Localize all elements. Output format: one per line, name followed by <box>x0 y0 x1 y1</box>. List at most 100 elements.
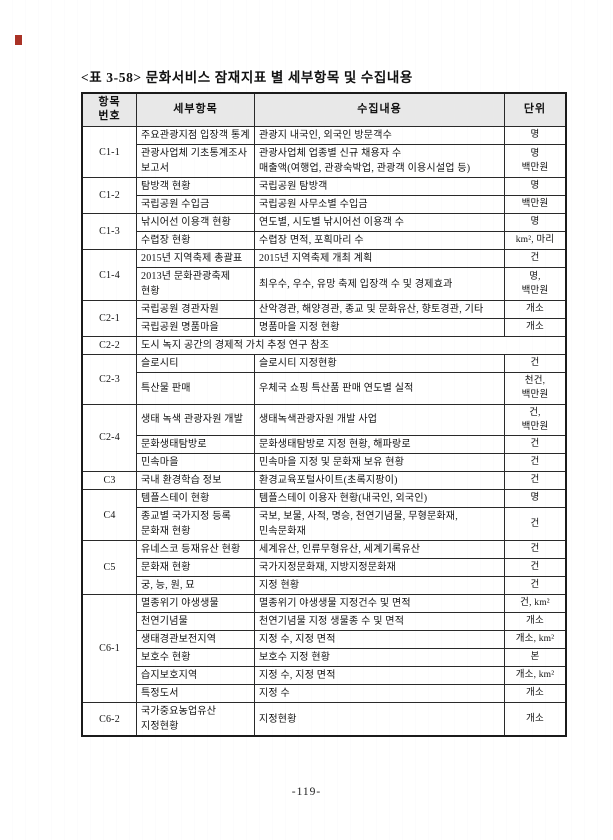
item-number-cell: C1-2 <box>81 177 137 214</box>
unit-cell: 건 <box>504 435 567 454</box>
detail-item-cell: 수렵장 현황 <box>136 231 255 250</box>
detail-item-cell: 생태경관보전지역 <box>136 630 255 649</box>
detail-item-cell: 국가중요농업유산 지정현황 <box>136 702 255 737</box>
detail-item-cell: 탐방객 현황 <box>136 177 255 196</box>
table-row: C1-2 탐방객 현황 국립공원 탐방객 명 <box>81 177 567 214</box>
detail-item-cell: 민속마을 <box>136 453 255 472</box>
item-number-cell: C1-1 <box>81 126 137 178</box>
unit-cell: 건 <box>504 558 567 577</box>
collection-content-cell: 2015년 지역축제 개최 계획 <box>254 249 505 268</box>
table-row: C3 국내 환경학습 정보 환경교육포털사이트(초록지팡이) 건 <box>81 471 567 490</box>
collection-content-cell: 생태녹색관광자원 개발 사업 <box>254 403 505 436</box>
item-number-cell: C2-1 <box>81 300 137 337</box>
collection-content-cell: 멸종위기 야생생물 지정건수 및 면적 <box>254 594 505 613</box>
detail-item-cell: 2013년 문화관광축제 현황 <box>136 267 255 301</box>
detail-item-cell: 국립공원 수입금 <box>136 195 255 214</box>
unit-cell: 명 백만원 <box>504 144 567 178</box>
collection-content-cell: 지정 수, 지정 면적 <box>254 630 505 649</box>
collection-content-cell: 국립공원 탐방객 <box>254 177 505 196</box>
table-row: 특산물 판매 우체국 쇼핑 특산품 판매 연도별 실적 천건, 백만원 <box>82 372 567 405</box>
unit-cell: 개소, km² <box>504 666 567 685</box>
unit-cell: 명, 백만원 <box>504 267 567 301</box>
detail-item-cell: 특정도서 <box>136 684 255 703</box>
detail-item-cell: 종교별 국가지정 등록 문화재 현황 <box>136 507 255 541</box>
collection-content-cell: 연도별, 시도별 낚시어선 이용객 수 <box>254 213 505 232</box>
table-row: C2-3 슬로시티 슬로시티 지정현황 건 <box>81 354 567 405</box>
unit-cell: 건 <box>504 471 567 490</box>
detail-item-cell: 습지보호지역 <box>136 666 255 685</box>
unit-cell: 개소 <box>504 702 567 737</box>
collection-content-cell: 템플스테이 이용자 현황(내국인, 외국인) <box>254 489 505 508</box>
collection-content-cell: 지정 수, 지정 면적 <box>254 666 505 685</box>
detail-item-cell: 특산물 판매 <box>136 372 255 405</box>
header-cell-collection-content: 수집내용 <box>254 92 505 127</box>
table-row: C6-1 멸종위기 야생생물 멸종위기 야생생물 지정건수 및 면적 건, km² <box>81 594 567 703</box>
table-row: 민속마을 민속마을 지정 및 문화재 보유 현황 건 <box>82 453 567 472</box>
collection-content-cell: 슬로시티 지정현황 <box>254 354 505 373</box>
unit-cell: 명 <box>504 213 567 232</box>
detail-item-cell: 생태 녹색 관광자원 개발 <box>136 403 255 436</box>
table-row: C2-4 생태 녹색 관광자원 개발 생태녹색관광자원 개발 사업 건, 백만원 <box>81 403 567 472</box>
unit-cell: 명 <box>504 489 567 508</box>
table-row: C2-2 도시 녹지 공간의 경제적 가치 추정 연구 참조 <box>81 336 567 355</box>
item-number-cell: C5 <box>81 540 137 595</box>
table-row: 문화생태탐방로 문화생태탐방로 지정 현황, 해파랑로 건 <box>82 435 567 454</box>
table-row: 특정도서 지정 수 개소 <box>82 684 567 703</box>
detail-item-cell: 낚시어선 이용객 현황 <box>136 213 255 232</box>
unit-cell: 건 <box>504 453 567 472</box>
item-number-cell: C2-2 <box>81 336 137 355</box>
detail-item-cell: 천연기념물 <box>136 612 255 631</box>
table-row: C2-1 국립공원 경관자원 산악경관, 해양경관, 종교 및 문화유산, 향토경관… <box>81 300 567 337</box>
collection-content-cell: 문화생태탐방로 지정 현황, 해파랑로 <box>254 435 505 454</box>
collection-content-cell: 민속마을 지정 및 문화재 보유 현황 <box>254 453 505 472</box>
detail-item-cell: 문화재 현황 <box>136 558 255 577</box>
table-header: 항목 번호 세부항목 수집내용 단위 <box>81 92 567 127</box>
unit-cell: 개소 <box>504 684 567 703</box>
table-row: 관광사업체 기초통계조사 보고서 관광사업체 업종별 신규 채용자 수 매출액(여… <box>82 144 567 178</box>
red-corner-mark <box>15 35 22 45</box>
table-row: 수렵장 현황 수렵장 면적, 포획마리 수 km², 마리 <box>82 231 567 250</box>
collection-content-cell: 국가지정문화재, 지방지정문화재 <box>254 558 505 577</box>
detail-item-cell: 주요관광지점 입장객 통계 <box>136 126 255 145</box>
table-row: C1-1 주요관광지점 입장객 통계 관광지 내국인, 외국인 방문객수 명 <box>81 126 567 178</box>
detail-item-cell: 유네스코 등재유산 현황 <box>136 540 255 559</box>
collection-content-cell: 보호수 지정 현황 <box>254 648 505 667</box>
page-title: <표 3-58> 문화서비스 잠재지표 별 세부항목 및 수집내용 <box>81 70 413 85</box>
item-number-cell: C2-4 <box>81 403 137 472</box>
table-row: 보호수 현황 보호수 지정 현황 본 <box>82 648 567 667</box>
detail-item-cell: 국내 환경학습 정보 <box>136 471 255 490</box>
item-number-cell: C6-2 <box>81 702 137 737</box>
table-row: C4 템플스테이 현황 템플스테이 이용자 현황(내국인, 외국인) 명 <box>81 489 567 541</box>
unit-cell: 건, 백만원 <box>504 403 567 436</box>
table-body: C1-1 주요관광지점 입장객 통계 관광지 내국인, 외국인 방문객수 명 관광사업체… <box>81 126 567 737</box>
header-cell-unit: 단위 <box>504 92 567 127</box>
collection-content-cell: 세계유산, 인류무형유산, 세계기록유산 <box>254 540 505 559</box>
data-table: 항목 번호 세부항목 수집내용 단위 C1-1 주요관광지점 입장객 통계 관광지 … <box>81 92 567 737</box>
detail-item-cell: 궁, 능, 원, 묘 <box>136 576 255 595</box>
detail-item-cell: 멸종위기 야생생물 <box>136 594 255 613</box>
table-row: 궁, 능, 원, 묘 지정 현황 건 <box>82 576 567 595</box>
unit-cell: 본 <box>504 648 567 667</box>
unit-cell: 개소 <box>504 318 567 337</box>
table-row: C6-2 국가중요농업유산 지정현황 지정현황 개소 <box>81 702 567 737</box>
item-number-cell: C1-3 <box>81 213 137 250</box>
item-number-cell: C3 <box>81 471 137 490</box>
unit-cell: 건 <box>504 540 567 559</box>
collection-content-cell: 수렵장 면적, 포획마리 수 <box>254 231 505 250</box>
collection-content-cell: 산악경관, 해양경관, 종교 및 문화유산, 향토경관, 기타 <box>254 300 505 319</box>
unit-cell: 건 <box>504 576 567 595</box>
header-cell-item-number: 항목 번호 <box>81 92 137 127</box>
table-row: 국립공원 수입금 국립공원 사무소별 수입금 백만원 <box>82 195 567 214</box>
detail-item-cell: 관광사업체 기초통계조사 보고서 <box>136 144 255 178</box>
collection-content-cell: 관광사업체 업종별 신규 채용자 수 매출액(여행업, 관광숙박업, 관광객 이… <box>254 144 505 178</box>
unit-cell: 건 <box>504 507 567 541</box>
collection-content-cell: 관광지 내국인, 외국인 방문객수 <box>254 126 505 145</box>
unit-cell: 명 <box>504 177 567 196</box>
unit-cell: 건, km² <box>504 594 567 613</box>
collection-content-cell: 천연기념물 지정 생물종 수 및 면적 <box>254 612 505 631</box>
collection-content-cell: 최우수, 우수, 유망 축제 입장객 수 및 경제효과 <box>254 267 505 301</box>
collection-content-cell: 국보, 보물, 사적, 명승, 천연기념물, 무형문화재, 민속문화재 <box>254 507 505 541</box>
unit-cell: 개소 <box>504 612 567 631</box>
table-row: C1-4 2015년 지역축제 총괄표 2015년 지역축제 개최 계획 건 <box>81 249 567 301</box>
